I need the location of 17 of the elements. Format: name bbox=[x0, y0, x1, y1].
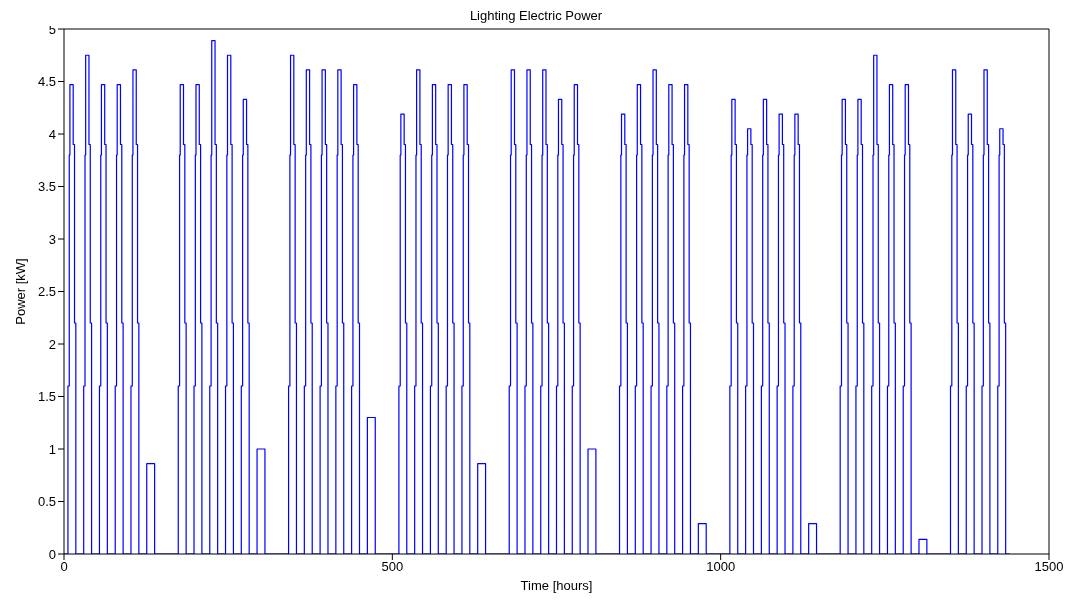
chart-title: Lighting Electric Power bbox=[469, 8, 603, 23]
y-tick-label: 3.5 bbox=[37, 179, 56, 195]
y-tick-label: 3 bbox=[48, 231, 56, 247]
y-tick-label: 2 bbox=[48, 336, 56, 352]
x-tick-label: 500 bbox=[381, 559, 404, 575]
y-tick-label: 0.5 bbox=[37, 494, 56, 510]
x-tick-label: 1000 bbox=[706, 559, 736, 575]
x-tick-label: 1500 bbox=[1034, 559, 1064, 575]
y-tick-label: 1 bbox=[48, 441, 56, 457]
x-tick-label: 0 bbox=[60, 559, 68, 575]
y-axis-title: Power [kW] bbox=[12, 258, 28, 325]
y-tick-label: 0 bbox=[48, 546, 56, 562]
x-axis-title: Time [hours] bbox=[520, 578, 593, 593]
y-tick-label: 1.5 bbox=[37, 389, 56, 405]
y-tick-label: 4 bbox=[48, 126, 56, 142]
y-tick-label: 2.5 bbox=[37, 284, 56, 300]
y-tick-label: 4.5 bbox=[37, 74, 56, 90]
